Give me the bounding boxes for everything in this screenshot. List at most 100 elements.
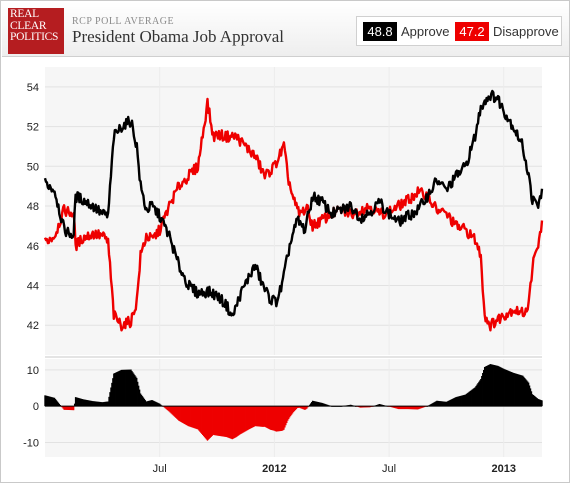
spread-bar-positive: [458, 396, 460, 407]
spread-bar-negative: [189, 406, 191, 427]
spread-bar-negative: [418, 406, 420, 410]
spread-bar-positive: [149, 400, 151, 407]
y-tick-label: 44: [27, 280, 39, 292]
spread-bar-positive: [520, 375, 522, 407]
spread-bar-negative: [67, 406, 69, 410]
spread-bar-positive: [523, 376, 525, 407]
spread-bar-negative: [171, 406, 173, 415]
spread-bar-positive: [350, 404, 352, 407]
spread-bar-negative: [71, 406, 73, 411]
spread-y-tick-label: 10: [27, 365, 39, 377]
spread-bar-positive: [461, 395, 463, 407]
spread-bar-positive: [495, 365, 497, 407]
spread-bar-positive: [59, 405, 61, 407]
spread-bar-negative: [249, 406, 252, 429]
spread-bar-positive: [314, 401, 317, 407]
spread-bar-negative: [405, 406, 407, 410]
spread-bar-negative: [201, 406, 203, 434]
spread-bar-positive: [515, 373, 517, 407]
spread-bar-positive: [464, 394, 467, 407]
spread-bar-positive: [318, 402, 320, 407]
spread-bar-positive: [443, 401, 446, 407]
spread-bar-positive: [465, 393, 468, 407]
spread-bar-positive: [483, 369, 485, 407]
chart-svg[interactable]: 42 44 46 48 50 52 54 10 0 -10 Jul 2012 Jul 2013: [11, 67, 559, 480]
spread-bar-negative: [292, 406, 295, 413]
spread-bar-negative: [407, 406, 409, 410]
spread-bar-negative: [422, 406, 425, 408]
spread-bar-positive: [510, 371, 513, 407]
spread-bar-negative: [174, 406, 176, 418]
spread-bar-positive: [503, 368, 505, 407]
spread-bar-positive: [511, 372, 514, 407]
spread-bar-positive: [445, 401, 448, 407]
spread-bar-negative: [226, 406, 229, 438]
spread-bar-positive: [310, 403, 312, 407]
spread-bar-negative: [170, 406, 172, 414]
spread-bar-negative: [297, 406, 299, 408]
spread-bar-positive: [94, 401, 96, 407]
spread-bar-positive: [116, 372, 118, 407]
spread-bar-positive: [379, 404, 382, 407]
spread-bar-negative: [221, 406, 223, 437]
spread-bar-positive: [489, 364, 492, 407]
spread-bar-negative: [276, 406, 278, 432]
spread-bar-negative: [419, 406, 422, 409]
spread-bar-negative: [272, 406, 275, 431]
spread-bar-positive: [121, 369, 124, 407]
spread-bar-positive: [474, 387, 476, 407]
spread-bar-negative: [63, 406, 65, 410]
spread-bar-negative: [199, 406, 201, 432]
disapprove-legend-label: Disapprove: [493, 24, 559, 39]
spread-bar-positive: [58, 403, 61, 407]
spread-bar-positive: [525, 379, 527, 407]
spread-bar-positive: [351, 405, 353, 407]
spread-bar-negative: [283, 406, 285, 430]
spread-bar-positive: [311, 400, 314, 407]
spread-bar-negative: [421, 406, 424, 408]
spread-bar-positive: [118, 370, 121, 407]
spread-bar-negative: [202, 406, 204, 436]
spread-bar-positive: [312, 400, 315, 407]
spread-bar-negative: [304, 406, 306, 410]
spread-bar-negative: [287, 406, 289, 421]
spread-bar-positive: [429, 404, 431, 407]
spread-bar-positive: [518, 374, 520, 407]
spread-bar-negative: [228, 406, 231, 439]
spread-bar-positive: [322, 403, 324, 407]
spread-bar-positive: [107, 401, 109, 407]
chart-title: President Obama Job Approval: [72, 27, 284, 46]
spread-bar-negative: [254, 406, 256, 427]
rcp-logo[interactable]: REAL CLEAR POLITICS: [8, 8, 64, 54]
spread-bar-negative: [368, 406, 370, 408]
spread-bar-negative: [267, 406, 270, 429]
spread-bar-negative: [231, 406, 234, 440]
spread-bar-positive: [517, 374, 519, 407]
spread-bar-positive: [89, 400, 91, 407]
spread-bar-negative: [204, 406, 207, 439]
approve-series-line: [43, 89, 544, 317]
spread-bar-positive: [99, 401, 102, 407]
spread-bar-negative: [271, 406, 274, 431]
spread-bar-positive: [471, 389, 473, 407]
spread-bar-positive: [440, 401, 443, 407]
spread-bar-positive: [48, 396, 50, 407]
spread-bar-positive: [117, 371, 120, 407]
spread-bar-negative: [301, 406, 303, 409]
spread-bar-negative: [257, 406, 259, 427]
spread-bar-negative: [398, 406, 401, 410]
spread-bar-negative: [195, 406, 197, 429]
plot-area: 42 44 46 48 50 52 54 10 0 -10 Jul 2012 Jul 2013: [11, 67, 559, 480]
spread-bar-positive: [488, 364, 491, 407]
spread-bar-negative: [410, 406, 412, 410]
spread-bar-positive: [535, 397, 537, 407]
chart-kicker: RCP POLL AVERAGE: [72, 16, 175, 27]
spread-bar-negative: [259, 406, 261, 427]
spread-bar-positive: [85, 399, 87, 407]
logo-line-1: REAL: [10, 8, 39, 20]
spread-bar-positive: [313, 401, 316, 407]
spread-bar-negative: [366, 406, 368, 408]
spread-bar-positive: [126, 369, 128, 407]
spread-bar-positive: [473, 388, 475, 407]
